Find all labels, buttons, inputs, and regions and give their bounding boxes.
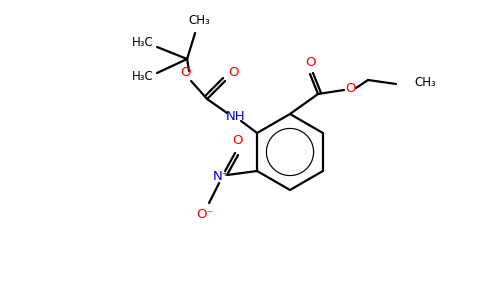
Text: N⁺: N⁺: [213, 170, 229, 184]
Text: O: O: [305, 56, 315, 68]
Text: CH₃: CH₃: [414, 76, 436, 88]
Text: H₃C: H₃C: [132, 37, 154, 50]
Text: CH₃: CH₃: [188, 14, 210, 28]
Text: O: O: [180, 65, 190, 79]
Text: NH: NH: [225, 110, 245, 124]
Text: O: O: [228, 65, 238, 79]
Text: O⁻: O⁻: [197, 208, 214, 221]
Text: O: O: [232, 134, 242, 148]
Text: H₃C: H₃C: [132, 70, 154, 83]
Text: O: O: [346, 82, 356, 94]
